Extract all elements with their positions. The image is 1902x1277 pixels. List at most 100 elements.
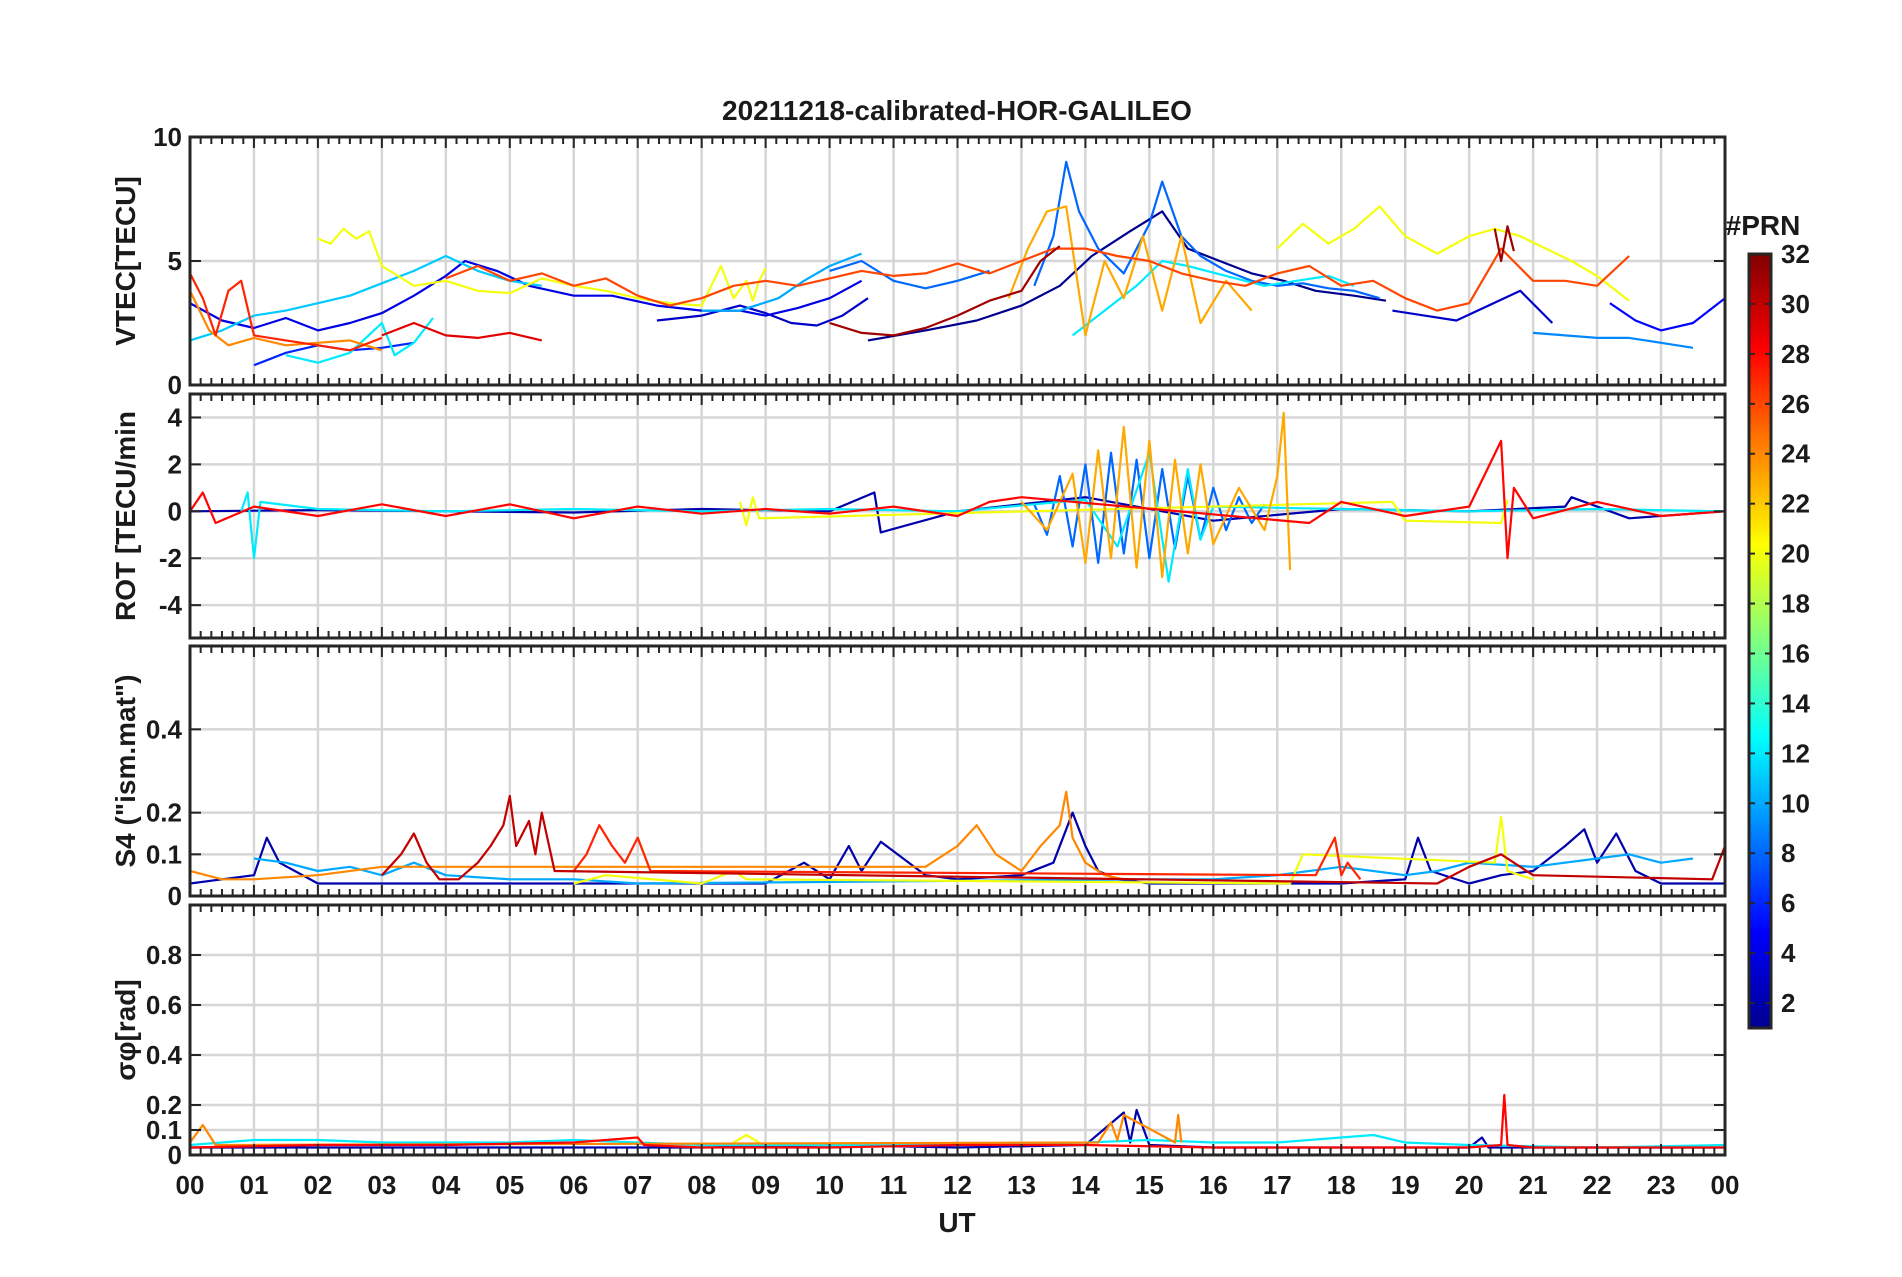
x-tick-label: 05 xyxy=(495,1170,524,1200)
y-tick-label: 0.1 xyxy=(146,839,182,869)
s4-y-axis-title: S4 ("ism.mat") xyxy=(110,674,141,867)
x-tick-label: 17 xyxy=(1263,1170,1292,1200)
s4-series-prn-27 xyxy=(572,824,1362,880)
vtec-series-prn-6 xyxy=(253,341,415,367)
panel-vtec: 0 5 10 VTEC[TECU] xyxy=(110,122,1727,400)
x-tick-label: 23 xyxy=(1647,1170,1676,1200)
vtec-series-prn-20 xyxy=(317,227,767,307)
x-tick-label: 16 xyxy=(1199,1170,1228,1200)
colorbar-title: #PRN xyxy=(1726,210,1801,241)
x-tick-label: 04 xyxy=(431,1170,460,1200)
y-tick-label: -2 xyxy=(159,543,182,573)
s4-series-group xyxy=(190,790,1725,885)
s4-series-prn-24 xyxy=(190,790,1125,881)
colorbar-tick-label: 24 xyxy=(1781,439,1810,469)
sigma_phi-y-axis-title: σφ[rad] xyxy=(110,979,141,1080)
panel-sigma_phi: 00.10.2 0.4 0.6 0.8σφ[rad] xyxy=(110,903,1727,1170)
rot-series-group xyxy=(190,411,1725,583)
y-tick-label: 0.4 xyxy=(146,714,183,744)
vtec-series-prn-24 xyxy=(190,290,383,352)
rot-series-prn-20 xyxy=(738,496,1509,527)
colorbar-tick-label: 20 xyxy=(1781,539,1810,569)
sigma_phi-series-prn-24 xyxy=(190,1113,1183,1147)
colorbar-tick-label: 4 xyxy=(1781,938,1796,968)
x-tick-label: 21 xyxy=(1519,1170,1548,1200)
x-tick-label: 15 xyxy=(1135,1170,1164,1200)
colorbar-tick-label: 16 xyxy=(1781,638,1810,668)
vtec-series-prn-12 xyxy=(285,317,434,364)
x-tick-label: 08 xyxy=(687,1170,716,1200)
vtec-series-prn-27 xyxy=(190,272,383,352)
s4-series-prn-2 xyxy=(190,811,1725,885)
rot-y-axis-title: ROT [TECU/min xyxy=(110,411,141,621)
y-tick-label: 0 xyxy=(168,1140,182,1170)
rot-series-prn-23 xyxy=(1020,411,1292,579)
vtec-series-prn-3 xyxy=(656,297,869,327)
x-tick-label: 01 xyxy=(239,1170,268,1200)
x-axis-title: UT xyxy=(938,1207,975,1238)
x-tick-label: 20 xyxy=(1455,1170,1484,1200)
vtec-series-prn-20 xyxy=(1276,205,1630,302)
colorbar-tick-label: 10 xyxy=(1781,788,1810,818)
y-tick-label: 0.1 xyxy=(146,1115,182,1145)
y-tick-label: 0 xyxy=(168,881,182,911)
x-tick-label: 22 xyxy=(1583,1170,1612,1200)
x-tick-label: 00 xyxy=(176,1170,205,1200)
vtec-series-prn-29 xyxy=(381,321,543,342)
y-tick-label: 0.6 xyxy=(146,990,182,1020)
x-tick-label: 06 xyxy=(559,1170,588,1200)
rot-series-prn-28 xyxy=(190,439,1725,560)
colorbar-tick-label: 2 xyxy=(1781,988,1795,1018)
panel-rot: -4 -2 0 2 4 ROT [TECU/min xyxy=(110,392,1727,640)
colorbar-tick-label: 30 xyxy=(1781,289,1810,319)
vtec-series-prn-1 xyxy=(867,210,1387,342)
colorbar-tick-label: 18 xyxy=(1781,589,1810,619)
y-tick-label: -4 xyxy=(159,590,183,620)
rot-series-prn-12 xyxy=(240,451,1725,583)
colorbar-tick-label: 32 xyxy=(1781,239,1810,269)
x-tick-label: 00 xyxy=(1711,1170,1740,1200)
colorbar-tick-label: 22 xyxy=(1781,489,1810,519)
y-tick-label: 0.8 xyxy=(146,940,182,970)
x-tick-label: 03 xyxy=(367,1170,396,1200)
vtec-series-prn-4 xyxy=(190,259,863,332)
colorbar-tick-label: 12 xyxy=(1781,738,1810,768)
y-tick-label: 2 xyxy=(168,449,182,479)
x-tick-label: 11 xyxy=(880,1170,908,1200)
panel-s4: 0 0.1 0.2 0.4S4 ("ism.mat") xyxy=(110,644,1727,911)
vtec-series-prn-31 xyxy=(829,245,1061,337)
vtec-y-axis-title: VTEC[TECU] xyxy=(110,176,141,346)
sigma_phi-series-prn-20 xyxy=(733,1133,760,1144)
y-tick-label: 0 xyxy=(168,370,182,400)
colorbar-tick-label: 28 xyxy=(1781,339,1810,369)
y-tick-label: 0.2 xyxy=(146,1090,182,1120)
x-tick-label: 19 xyxy=(1391,1170,1420,1200)
colorbar-tick-label: 14 xyxy=(1781,688,1810,718)
colorbar-tick-label: 26 xyxy=(1781,389,1810,419)
x-tick-label: 12 xyxy=(943,1170,972,1200)
vtec-series-prn-10 xyxy=(701,252,862,312)
vtec-series-prn-11 xyxy=(190,254,542,342)
vtec-series-prn-3 xyxy=(1392,289,1554,324)
chart-title: 20211218-calibrated-HOR-GALILEO xyxy=(722,95,1192,126)
x-tick-label: 10 xyxy=(815,1170,844,1200)
vtec-series-prn-23 xyxy=(1007,205,1253,337)
vtec-series-prn-5 xyxy=(1609,297,1725,332)
x-tick-label: 07 xyxy=(623,1170,652,1200)
vtec-series-group xyxy=(190,160,1725,367)
x-tick-label: 09 xyxy=(751,1170,780,1200)
vtec-series-prn-12 xyxy=(1071,259,1355,337)
s4-series-prn-30 xyxy=(381,794,1725,885)
colorbar-tick-label: 6 xyxy=(1781,888,1795,918)
x-tick-label: 02 xyxy=(303,1170,332,1200)
vtec-series-prn-8 xyxy=(829,259,990,290)
vtec-series-prn-9 xyxy=(1533,331,1694,349)
colorbar-tick-label: 8 xyxy=(1781,838,1795,868)
y-tick-label: 10 xyxy=(153,122,182,152)
y-tick-label: 0 xyxy=(168,496,182,526)
x-tick-label: 14 xyxy=(1071,1170,1100,1200)
